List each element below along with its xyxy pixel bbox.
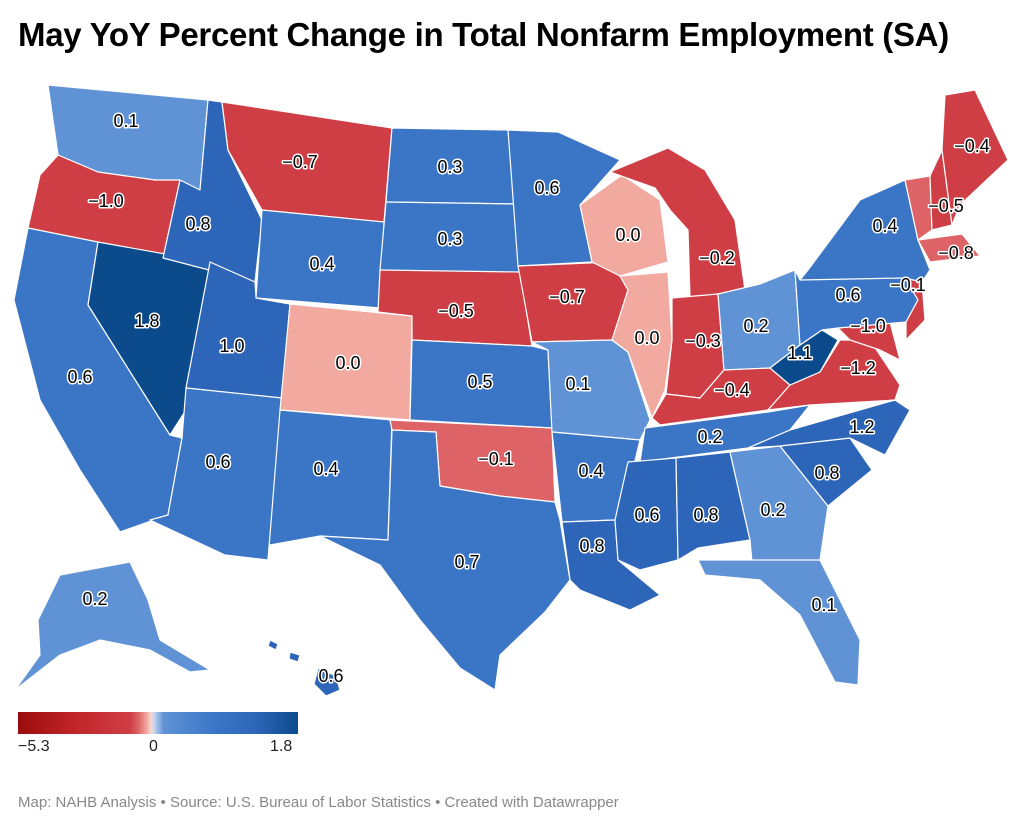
label-OH: 0.2	[743, 316, 768, 336]
legend-mid-label: 0	[149, 738, 158, 755]
label-LA: 0.8	[579, 536, 604, 556]
color-legend: −5.3 0 1.8	[18, 712, 298, 762]
label-CO: 0.0	[335, 353, 360, 373]
states-layer	[13, 84, 1009, 697]
label-AR: 0.4	[578, 461, 603, 481]
label-ND: 0.3	[437, 157, 462, 177]
state-NY[interactable]	[799, 179, 931, 283]
state-FL[interactable]	[697, 559, 861, 686]
source-footer: Map: NAHB Analysis • Source: U.S. Bureau…	[18, 794, 619, 811]
label-NJ: −0.1	[890, 275, 926, 295]
label-MA: −0.8	[938, 243, 974, 263]
us-map: 0.1 −1.0 0.6 1.8 0.8 −0.7 0.4 1.0 0.6 0.…	[13, 84, 1009, 697]
label-NC: 1.2	[849, 417, 874, 437]
label-TX: 0.7	[454, 552, 479, 572]
label-IN: −0.3	[685, 331, 721, 351]
label-HI: 0.6	[318, 666, 343, 686]
label-WI: 0.0	[615, 225, 640, 245]
label-SC: 0.8	[814, 463, 839, 483]
state-AL[interactable]	[675, 451, 751, 561]
legend-max-label: 1.8	[270, 738, 293, 755]
label-NM: 0.4	[313, 459, 338, 479]
state-NC[interactable]	[747, 399, 911, 456]
label-MI: −0.2	[699, 248, 735, 268]
label-SD: 0.3	[437, 229, 462, 249]
label-MO: 0.1	[565, 374, 590, 394]
label-VT: −0.5	[928, 196, 964, 216]
label-VA: −1.2	[840, 358, 876, 378]
legend-gradient-bar	[18, 712, 298, 734]
label-NV: 1.8	[134, 311, 159, 331]
label-WY: 0.4	[309, 254, 334, 274]
label-MS: 0.6	[634, 505, 659, 525]
label-AZ: 0.6	[205, 452, 230, 472]
legend-min-label: −5.3	[18, 738, 50, 755]
label-MD: −1.0	[850, 316, 886, 336]
label-TN: 0.2	[697, 427, 722, 447]
state-AK[interactable]	[14, 561, 211, 691]
label-FL: 0.1	[811, 595, 836, 615]
label-UT: 1.0	[219, 336, 244, 356]
label-MN: 0.6	[534, 178, 559, 198]
label-IA: −0.7	[549, 287, 585, 307]
state-HI[interactable]	[313, 667, 341, 697]
label-OK: −0.1	[478, 449, 514, 469]
label-KS: 0.5	[467, 372, 492, 392]
label-MT: −0.7	[282, 152, 318, 172]
state-TX[interactable]	[319, 429, 571, 691]
map-title: May YoY Percent Change in Total Nonfarm …	[18, 16, 949, 53]
label-GA: 0.2	[760, 500, 785, 520]
labels-layer: 0.1 −1.0 0.6 1.8 0.8 −0.7 0.4 1.0 0.6 0.…	[66, 109, 991, 687]
label-IL: 0.0	[634, 328, 659, 348]
label-AL: 0.8	[693, 505, 718, 525]
label-NE: −0.5	[438, 301, 474, 321]
state-MA[interactable]	[917, 233, 981, 263]
label-OR: −1.0	[88, 191, 124, 211]
label-ME: −0.4	[954, 136, 990, 156]
label-KY: −0.4	[714, 380, 750, 400]
label-WA: 0.1	[113, 111, 138, 131]
label-PA: 0.6	[835, 285, 860, 305]
label-WV: 1.1	[787, 343, 812, 363]
state-HI-small	[267, 639, 301, 663]
label-NY: 0.4	[872, 216, 897, 236]
label-AK: 0.2	[82, 589, 107, 609]
label-ID: 0.8	[185, 214, 210, 234]
state-ME[interactable]	[941, 89, 1009, 226]
label-CA: 0.6	[67, 367, 92, 387]
